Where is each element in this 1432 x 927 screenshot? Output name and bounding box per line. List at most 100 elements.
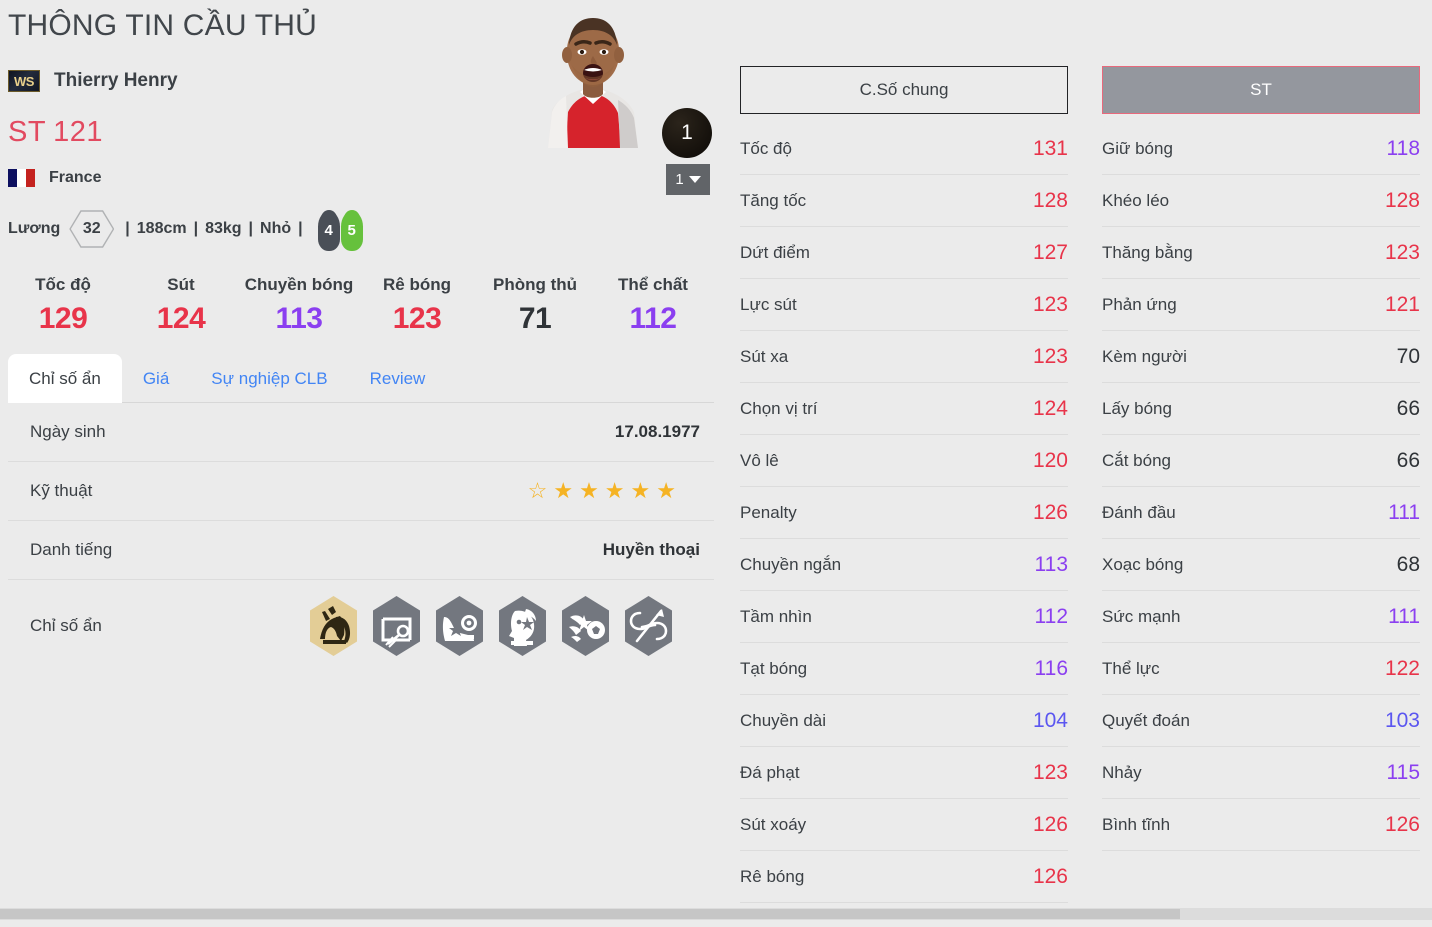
player-overall-rating: 121 <box>53 116 103 148</box>
stat-label: Tăng tốc <box>740 190 807 210</box>
meta-separator-2: | <box>193 220 199 237</box>
club-badge-icon: WS <box>8 70 40 92</box>
player-nation-row: France <box>0 169 722 187</box>
tab-price[interactable]: Giá <box>142 368 170 388</box>
table-row: Kèm người 70 <box>1102 331 1420 383</box>
player-rating-row: ST 121 <box>0 116 722 149</box>
main-stat-label: Thể chất <box>618 275 688 294</box>
stat-value: 116 <box>1034 656 1068 680</box>
table-row: Danh tiếng Huyền thoại <box>8 521 714 580</box>
stat-value: 123 <box>1032 760 1068 784</box>
stat-value: 122 <box>1384 656 1420 680</box>
tab-hidden-stats[interactable]: Chỉ số ẩn <box>8 354 122 403</box>
stat-label: Đánh đầu <box>1102 502 1176 522</box>
stat-label: Tầm nhìn <box>740 606 812 626</box>
table-row: Thể lực 122 <box>1102 643 1420 695</box>
main-stat-label: Phòng thủ <box>492 275 578 294</box>
stat-label: Lấy bóng <box>1102 398 1172 418</box>
stat-value: 127 <box>1032 240 1068 264</box>
scrollbar-thumb[interactable] <box>0 909 1180 919</box>
main-stat-item: Sút 124 <box>122 275 240 336</box>
star-filled-icon: ★ <box>604 478 625 503</box>
knight-horse-icon[interactable] <box>306 595 361 657</box>
boot-target-icon[interactable] <box>432 595 487 657</box>
stat-value: 111 <box>1388 604 1420 628</box>
table-row: Tăng tốc 128 <box>740 175 1068 227</box>
wage-label: Lương <box>8 220 61 237</box>
player-height: 188cm <box>136 220 187 237</box>
stat-label: Xoạc bóng <box>1102 554 1184 574</box>
main-stat-value: 113 <box>275 302 323 335</box>
detail-table: Ngày sinh 17.08.1977 Kỹ thuật ☆ ★ ★ ★ ★ … <box>0 403 722 672</box>
stat-label: Quyết đoán <box>1102 710 1190 730</box>
helmet-head-icon[interactable] <box>495 595 550 657</box>
table-row: Bình tĩnh 126 <box>1102 799 1420 851</box>
speed-ball-icon[interactable] <box>558 595 613 657</box>
main-stat-value: 129 <box>38 302 88 335</box>
infinity-arrows-icon[interactable] <box>621 595 676 657</box>
main-stat-item: Chuyền bóng 113 <box>240 275 358 336</box>
stat-label: Khéo léo <box>1102 190 1170 210</box>
main-stat-label: Chuyền bóng <box>244 275 354 294</box>
player-name-row: WS Thierry Henry <box>0 66 722 96</box>
star-filled-icon: ★ <box>630 478 651 503</box>
wage-hexagon: 32 <box>69 209 115 249</box>
horizontal-scrollbar[interactable] <box>0 908 1432 920</box>
table-row: Tầm nhìn 112 <box>740 591 1068 643</box>
stat-label: Bình tĩnh <box>1102 814 1171 834</box>
stat-value: 66 <box>1396 396 1420 420</box>
main-stat-label: Rê bóng <box>383 275 451 294</box>
star-outline-icon: ☆ <box>527 478 548 503</box>
stat-value: 121 <box>1384 292 1420 316</box>
tab-general-stats[interactable]: C.Số chung <box>740 66 1068 114</box>
player-meta-row: Lương 32 | 188cm | 83kg | Nhỏ | 4 5 <box>0 209 722 251</box>
player-nation-label: France <box>49 169 102 186</box>
table-row: Sút xa 123 <box>740 331 1068 383</box>
main-stat-item: Thể chất 112 <box>594 275 712 336</box>
stat-label: Thăng bằng <box>1102 242 1193 262</box>
skill-moves-stars: ☆ ★ ★ ★ ★ ★ <box>528 480 700 502</box>
stat-value: 113 <box>1034 552 1068 576</box>
player-photo <box>528 0 658 148</box>
table-row: Ngày sinh 17.08.1977 <box>8 403 714 462</box>
table-row: Cắt bóng 66 <box>1102 435 1420 487</box>
tab-review[interactable]: Review <box>369 368 426 388</box>
goal-shot-icon[interactable] <box>369 595 424 657</box>
table-row: Chỉ số ẩn <box>8 580 714 672</box>
main-stat-item: Phòng thủ 71 <box>476 275 594 336</box>
reputation-value: Huyền thoại <box>602 540 700 559</box>
hidden-traits-label: Chỉ số ẩn <box>30 616 102 635</box>
stat-label: Penalty <box>740 502 797 522</box>
table-row: Đá phạt 123 <box>740 747 1068 799</box>
stat-value: 128 <box>1384 188 1420 212</box>
table-row: Thăng bằng 123 <box>1102 227 1420 279</box>
stat-value: 124 <box>1032 396 1068 420</box>
main-stat-item: Tốc độ 129 <box>4 275 122 336</box>
stat-label: Rê bóng <box>740 866 805 886</box>
card-number-select[interactable]: 1 <box>666 164 710 195</box>
stat-label: Giữ bóng <box>1102 138 1173 158</box>
table-row: Vô lê 120 <box>740 435 1068 487</box>
wage-value: 32 <box>82 220 101 237</box>
stat-label: Thể lực <box>1102 658 1160 678</box>
star-filled-icon: ★ <box>656 478 676 503</box>
main-stat-value: 71 <box>518 302 552 335</box>
stat-label: Chọn vị trí <box>740 398 818 418</box>
card-number-badge: 1 <box>662 108 712 158</box>
stat-label: Kèm người <box>1102 346 1187 366</box>
table-row: Kỹ thuật ☆ ★ ★ ★ ★ ★ <box>8 462 714 521</box>
table-row: Dứt điểm 127 <box>740 227 1068 279</box>
table-row: Giữ bóng 118 <box>1102 123 1420 175</box>
tab-club-career[interactable]: Sự nghiệp CLB <box>211 368 328 388</box>
table-row: Rê bóng 126 <box>740 851 1068 903</box>
table-row: Quyết đoán 103 <box>1102 695 1420 747</box>
foot-rating-group: 4 5 <box>316 209 365 251</box>
main-stat-item: Rê bóng 123 <box>358 275 476 336</box>
tab-position-stats[interactable]: ST <box>1102 66 1420 114</box>
player-name: Thierry Henry <box>54 70 178 91</box>
right-panel: C.Số chung Tốc độ 131 Tăng tốc 128 Dứt đ… <box>740 66 1432 903</box>
left-panel: WS Thierry Henry ST 121 France Lương 32 |… <box>0 66 722 672</box>
table-row: Lấy bóng 66 <box>1102 383 1420 435</box>
position-stats-column: ST Giữ bóng 118 Khéo léo 128 Thăng bằng … <box>1086 66 1432 903</box>
